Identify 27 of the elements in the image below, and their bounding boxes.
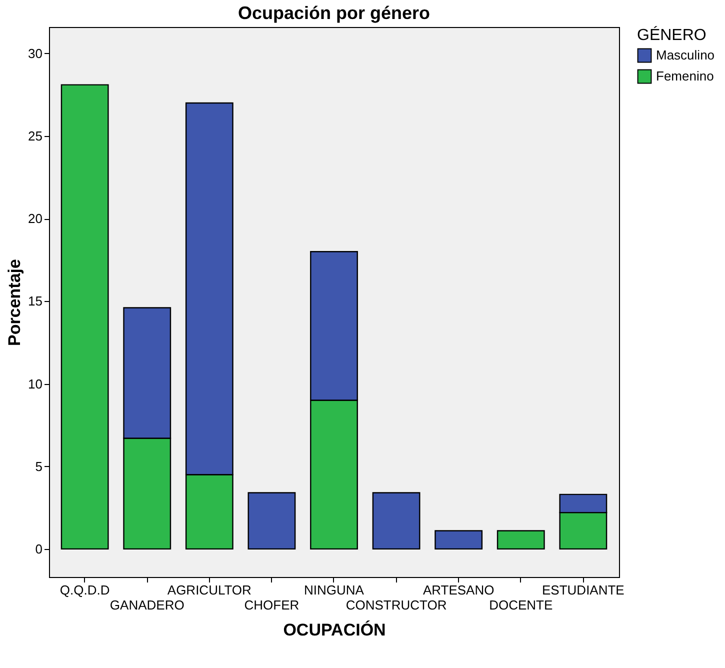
legend-title: GÉNERO	[637, 26, 706, 44]
chart-title: Ocupación por género	[238, 3, 430, 23]
y-tick-label: 20	[28, 211, 42, 226]
y-axis-title: Porcentaje	[5, 259, 24, 346]
x-tick-label: CONSTRUCTOR	[346, 598, 447, 612]
x-tick-label: CHOFER	[244, 598, 300, 612]
bar	[496, 530, 545, 550]
bar	[248, 492, 296, 550]
x-tick-label: AGRICULTOR	[167, 582, 252, 598]
y-tick-label: 5	[35, 458, 42, 474]
x-tick-label: Q.Q.D.D	[60, 582, 110, 598]
x-tick-label: ARTESANO	[422, 582, 494, 598]
legend-label: Femenino	[656, 68, 714, 84]
x-tick-label: DOCENTE	[489, 598, 553, 612]
y-tick-label: 10	[28, 376, 42, 392]
bar	[434, 530, 483, 550]
legend-label: Masculino	[656, 48, 715, 62]
bar	[372, 492, 420, 550]
y-tick-label: 15	[28, 294, 42, 309]
x-tick-label: NINGUNA	[304, 582, 364, 598]
y-tick-label: 30	[28, 46, 42, 61]
x-axis-title: OCUPACIÓN	[283, 620, 386, 640]
y-tick-label: 25	[28, 128, 42, 144]
bar	[60, 84, 109, 550]
x-tick-label: GANADERO	[110, 598, 184, 612]
y-tick-label: 0	[35, 541, 42, 556]
x-tick-label: ESTUDIANTE	[542, 582, 625, 598]
